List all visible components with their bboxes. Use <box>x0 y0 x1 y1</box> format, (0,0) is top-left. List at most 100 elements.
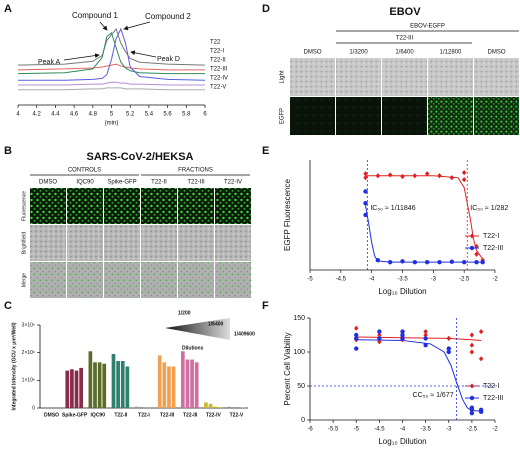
panel-label: D <box>262 3 270 15</box>
fit-curve <box>356 339 482 412</box>
panel-label: E <box>262 145 269 157</box>
column-label: T22-IV <box>224 180 242 186</box>
point <box>423 329 428 335</box>
point <box>424 259 430 265</box>
x-tick-label: 4.6 <box>70 112 79 118</box>
point <box>446 335 451 341</box>
micrograph <box>215 262 251 298</box>
bar <box>125 366 130 408</box>
y-tick-label: 0 <box>32 405 35 411</box>
bar <box>65 370 70 408</box>
point <box>400 173 405 180</box>
point <box>446 349 451 355</box>
dilution-wedge <box>165 318 230 340</box>
group-label: CONTROLS <box>68 168 101 174</box>
x-tick-label: -2.5 <box>467 427 478 433</box>
micrograph <box>215 225 251 261</box>
micrograph <box>104 188 140 224</box>
bar <box>180 351 185 408</box>
point <box>469 332 475 338</box>
y-tick-label: 100 <box>293 349 305 356</box>
point <box>354 325 359 331</box>
x-tick-label: -4.5 <box>374 427 385 433</box>
x-tick-label: 5 <box>110 112 114 118</box>
micrograph <box>290 58 335 96</box>
micrograph <box>141 225 177 261</box>
x-tick-label: 5.4 <box>145 112 154 118</box>
point <box>478 409 484 415</box>
point <box>423 336 428 341</box>
x-tick-label: IQC90 <box>91 412 106 418</box>
micrograph <box>30 262 66 298</box>
x-tick-label: -5 <box>307 277 313 283</box>
group-label: EBOV-EGFP <box>410 24 445 30</box>
bar <box>167 366 171 408</box>
micrograph <box>428 97 473 135</box>
x-tick-label: -3.5 <box>420 427 431 433</box>
panel-title: SARS-CoV-2/HEKSA <box>87 151 194 163</box>
y-tick-label: 3×10⁶ <box>22 322 35 328</box>
y-axis-label: Percent Cell Viability <box>283 332 292 405</box>
legend-label: T22 <box>210 40 221 46</box>
bar <box>134 406 139 408</box>
point <box>461 177 467 183</box>
point <box>478 356 484 362</box>
fit-curve <box>365 205 483 263</box>
column-label: 1/6400 <box>395 50 414 56</box>
column-label: T22-III <box>187 180 205 186</box>
bar <box>97 362 102 408</box>
legend-marker <box>469 395 475 401</box>
x-tick-label: -3 <box>446 427 452 433</box>
legend-label: 1/6400 <box>208 321 224 327</box>
y-tick-label: 1×10⁶ <box>22 378 35 384</box>
y-axis-label: EGFP Fluorescence <box>283 179 292 251</box>
trace <box>17 27 206 66</box>
micrograph <box>67 262 103 298</box>
point <box>363 175 368 181</box>
x-tick-label: 4 <box>16 112 20 118</box>
arrow <box>63 53 100 61</box>
annotation: IC₅₀ ≈ 1/282 <box>470 205 508 212</box>
bar <box>93 362 97 408</box>
x-tick-label: T22-V <box>230 412 244 418</box>
bar <box>190 359 194 408</box>
bar <box>88 351 93 408</box>
panel-label: B <box>4 145 12 157</box>
micrograph <box>474 58 519 96</box>
y-tick-label: 50 <box>297 383 305 390</box>
arrow <box>130 50 157 58</box>
legend-label: T22-II <box>210 58 226 64</box>
micrograph <box>215 188 251 224</box>
point <box>377 329 382 334</box>
point <box>469 342 475 348</box>
point <box>423 332 428 338</box>
bar <box>171 366 176 408</box>
point <box>412 259 418 265</box>
point <box>424 171 430 177</box>
legend-label: 1/200 <box>178 310 191 316</box>
annotation: Compound 2 <box>145 12 191 21</box>
trace <box>18 87 205 91</box>
micrograph <box>30 225 66 261</box>
x-tick-label: 6 <box>203 112 207 118</box>
group-label: T22-III <box>396 36 414 42</box>
point <box>412 173 418 179</box>
panel-label: C <box>4 300 12 312</box>
x-tick-label: -5.5 <box>328 427 339 433</box>
column-label: DMSO <box>304 50 322 56</box>
point <box>423 343 428 348</box>
point <box>400 332 405 338</box>
legend-label: T22-I <box>210 49 224 55</box>
micrograph <box>67 225 103 261</box>
annotation: CC₅₀ ≈ 1/677 <box>413 392 454 399</box>
bar <box>208 403 213 408</box>
row-label: Merge <box>21 273 27 287</box>
x-tick-label: 4.4 <box>51 112 60 118</box>
x-tick-label: -4.5 <box>336 277 347 283</box>
micrograph <box>290 97 335 135</box>
annotation: Peak D <box>157 56 180 63</box>
point <box>400 259 405 264</box>
x-axis-label: (min) <box>105 121 119 127</box>
annotation: Peak A <box>38 59 61 66</box>
